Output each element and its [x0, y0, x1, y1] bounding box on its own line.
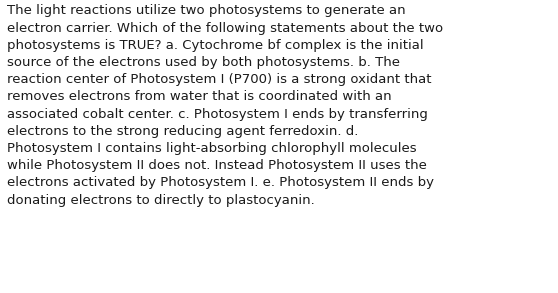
Text: The light reactions utilize two photosystems to generate an
electron carrier. Wh: The light reactions utilize two photosys…: [7, 4, 443, 207]
